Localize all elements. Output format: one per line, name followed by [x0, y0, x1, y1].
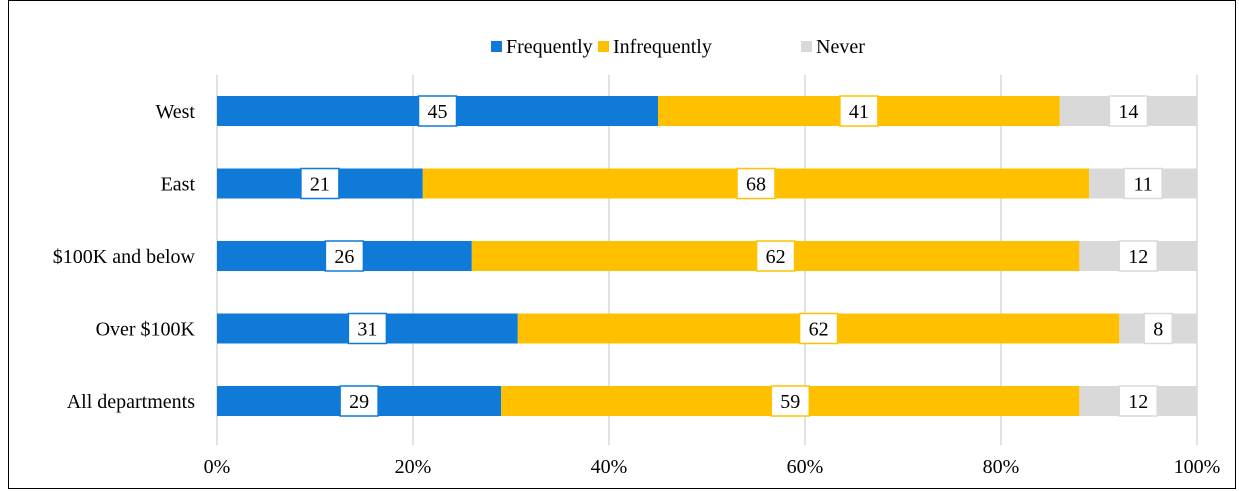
data-label: 8 [1153, 319, 1163, 341]
data-label: 41 [849, 101, 869, 123]
data-labels: 45 41 14 21 68 11 26 62 12 31 62 8 29 59 12 [300, 95, 1173, 417]
category-label: East [161, 174, 196, 196]
data-label: 45 [428, 101, 448, 123]
data-label-box [1118, 385, 1158, 417]
data-label-box [839, 95, 879, 127]
data-label-box [347, 312, 388, 345]
data-label: 29 [349, 391, 369, 413]
x-tick-label: 40% [591, 456, 628, 478]
x-tick-label: 20% [395, 456, 432, 478]
data-label: 59 [780, 391, 800, 413]
legend-label: Frequently [506, 36, 593, 58]
x-tick-label: 80% [983, 456, 1020, 478]
data-label: 12 [1128, 246, 1148, 268]
category-label: West [156, 101, 196, 123]
data-label-box [755, 240, 796, 272]
data-label-box [770, 385, 811, 417]
category-label: Over $100K [96, 319, 196, 341]
data-label: 31 [357, 319, 377, 341]
category-labels: West East $100K and below Over $100K All dep… [53, 101, 196, 413]
legend-swatch [801, 41, 812, 52]
x-axis-ticks: 0% 20% 40% 60% 80% 100% [204, 456, 1221, 478]
legend-label: Infrequently [613, 36, 712, 58]
legend-swatch [598, 41, 609, 52]
data-label-box [1118, 240, 1158, 272]
data-label: 21 [310, 174, 330, 196]
data-label-box [1123, 167, 1163, 200]
legend-label: Never [816, 36, 865, 58]
x-tick-label: 60% [787, 456, 824, 478]
data-label-box [1143, 312, 1173, 345]
data-label-box [417, 95, 458, 127]
data-label-box [798, 312, 839, 345]
x-tick-label: 0% [204, 456, 231, 478]
data-label-box [300, 167, 340, 200]
data-label: 62 [809, 319, 829, 341]
data-label-box [736, 167, 776, 200]
data-label-box [1108, 95, 1149, 127]
data-label: 11 [1133, 174, 1152, 196]
data-label-box [324, 240, 365, 272]
data-label: 62 [766, 246, 786, 268]
category-label: $100K and below [53, 246, 196, 268]
legend: Frequently Infrequently Never [491, 36, 865, 58]
data-label: 12 [1128, 391, 1148, 413]
data-label: 14 [1118, 101, 1138, 123]
category-label: All departments [67, 391, 196, 413]
legend-swatch [491, 41, 502, 52]
data-label: 68 [746, 174, 766, 196]
data-label: 26 [334, 246, 354, 268]
data-label-box [339, 385, 379, 417]
x-tick-label: 100% [1174, 456, 1221, 478]
